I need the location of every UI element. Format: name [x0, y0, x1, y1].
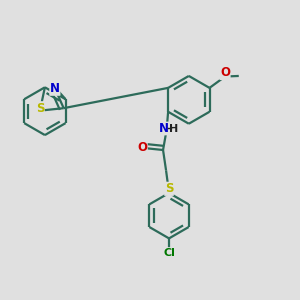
- Text: N: N: [159, 122, 169, 135]
- Text: O: O: [220, 67, 230, 80]
- Text: N: N: [50, 82, 60, 95]
- Text: S: S: [36, 102, 44, 115]
- Text: O: O: [137, 140, 147, 154]
- Text: S: S: [165, 182, 173, 195]
- Text: H: H: [169, 124, 178, 134]
- Text: Cl: Cl: [163, 248, 175, 258]
